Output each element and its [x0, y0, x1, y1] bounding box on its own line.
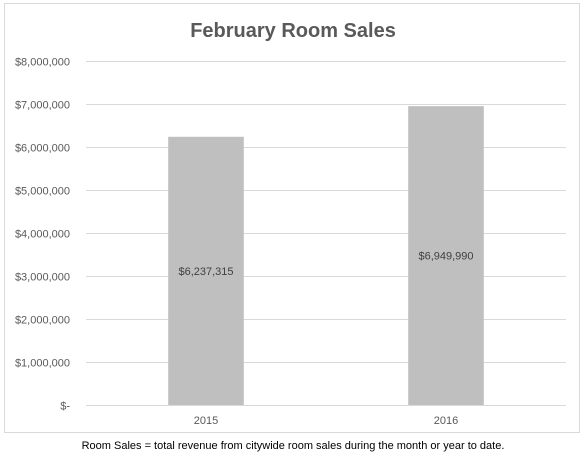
y-tick-label: $3,000,000 — [15, 272, 70, 284]
y-tick-label: $4,000,000 — [15, 229, 70, 241]
x-tick-label: 2015 — [194, 415, 218, 427]
data-label: $6,237,315 — [178, 266, 233, 278]
y-tick-label: $6,000,000 — [15, 143, 70, 155]
footnote: Room Sales = total revenue from citywide… — [81, 440, 505, 452]
chart-title: February Room Sales — [190, 20, 396, 42]
bars — [168, 106, 484, 406]
y-tick-label: $5,000,000 — [15, 186, 70, 198]
y-tick-label: $2,000,000 — [15, 315, 70, 327]
data-label: $6,949,990 — [418, 251, 473, 263]
x-axis: 2015 2016 — [194, 415, 458, 427]
chart-area — [4, 3, 580, 433]
bar-chart: February Room Sales $- $1,000,000 $2,000,0… — [15, 20, 566, 427]
data-labels: $6,237,315 $6,949,990 — [178, 251, 473, 278]
y-tick-label: $- — [60, 401, 70, 413]
y-tick-label: $7,000,000 — [15, 100, 70, 112]
y-tick-label: $1,000,000 — [15, 358, 70, 370]
x-tick-label: 2016 — [434, 415, 458, 427]
gridlines — [86, 61, 566, 406]
y-axis: $- $1,000,000 $2,000,000 $3,000,000 $4,000,0… — [15, 57, 70, 413]
bar-2015 — [168, 136, 244, 405]
bar-2016 — [408, 106, 484, 406]
y-tick-label: $8,000,000 — [15, 57, 70, 69]
